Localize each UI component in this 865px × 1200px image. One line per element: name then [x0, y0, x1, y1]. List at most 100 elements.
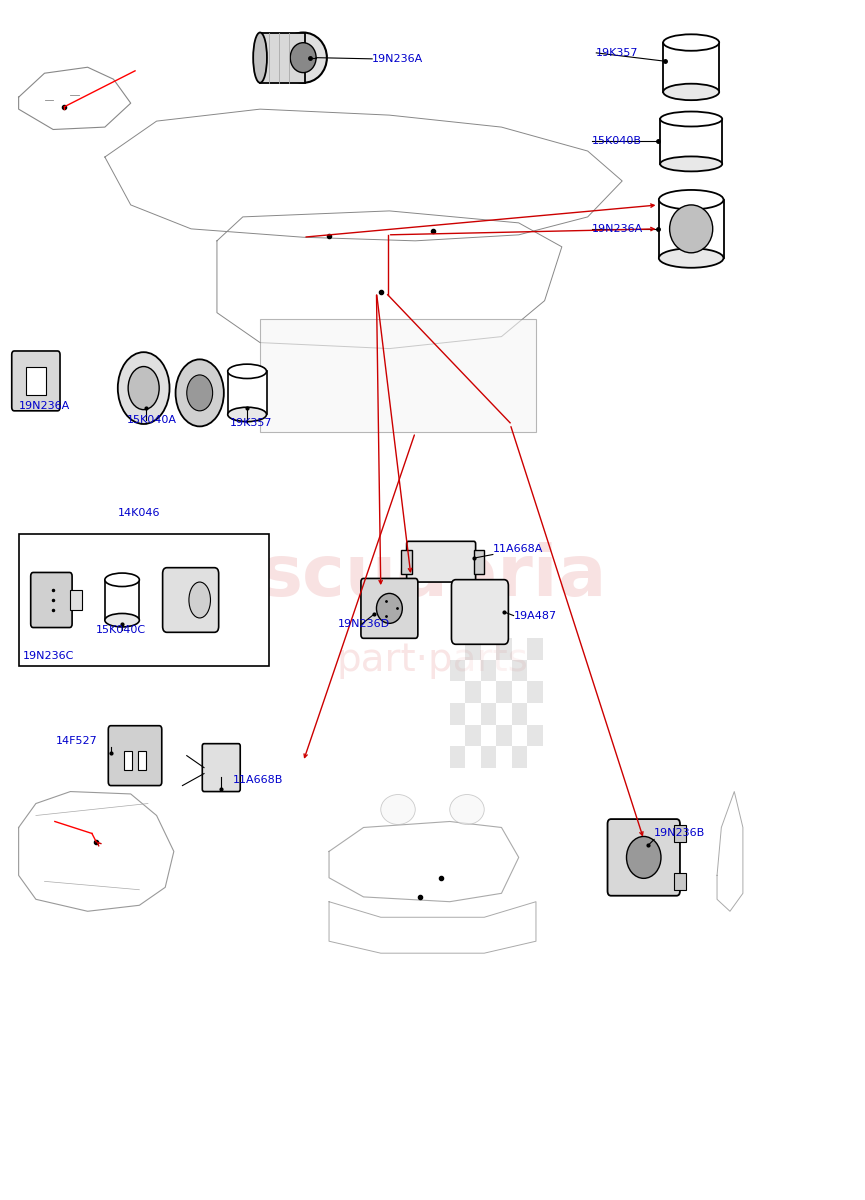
Ellipse shape [659, 190, 723, 210]
Text: 19N236A: 19N236A [372, 54, 423, 64]
Circle shape [187, 374, 213, 410]
Bar [450, 746, 465, 768]
Bar [497, 725, 512, 746]
Bar [674, 826, 686, 842]
Bar [528, 725, 543, 746]
Bar [465, 746, 481, 768]
Bar [497, 660, 512, 682]
Bar [69, 590, 82, 610]
Text: 19K357: 19K357 [230, 418, 272, 428]
Ellipse shape [227, 364, 266, 378]
Bar [481, 682, 497, 703]
Text: 19N236B: 19N236B [654, 828, 705, 839]
Bar [528, 638, 543, 660]
Circle shape [118, 352, 170, 424]
Bar [26, 366, 46, 395]
Text: part·parts: part·parts [336, 641, 529, 679]
FancyBboxPatch shape [202, 744, 240, 792]
Bar [481, 638, 497, 660]
Bar [674, 872, 686, 889]
Bar [497, 703, 512, 725]
Text: 19N236D: 19N236D [337, 619, 390, 629]
Bar [450, 703, 465, 725]
Bar [512, 638, 528, 660]
Ellipse shape [663, 35, 719, 50]
Bar [481, 746, 497, 768]
Bar [497, 682, 512, 703]
FancyBboxPatch shape [660, 119, 722, 164]
Bar [512, 725, 528, 746]
Ellipse shape [670, 205, 713, 253]
Text: 19A487: 19A487 [514, 611, 557, 620]
Bar [450, 638, 465, 660]
Bar [512, 703, 528, 725]
Ellipse shape [279, 32, 327, 83]
Bar [512, 746, 528, 768]
Text: 14F527: 14F527 [55, 737, 98, 746]
Text: 15K040C: 15K040C [96, 625, 146, 635]
FancyBboxPatch shape [659, 199, 723, 258]
FancyBboxPatch shape [12, 350, 60, 410]
Bar [465, 725, 481, 746]
Text: 15K040A: 15K040A [126, 415, 176, 426]
Ellipse shape [663, 84, 719, 100]
Bar [528, 682, 543, 703]
FancyBboxPatch shape [663, 42, 719, 92]
Bar [497, 638, 512, 660]
Text: scuderia: scuderia [259, 541, 606, 611]
Text: 19K357: 19K357 [596, 48, 639, 58]
Bar [512, 660, 528, 682]
Ellipse shape [105, 613, 139, 626]
Text: 14K046: 14K046 [118, 508, 160, 517]
Bar [138, 751, 146, 770]
Bar [401, 550, 412, 574]
FancyBboxPatch shape [105, 580, 139, 620]
Ellipse shape [227, 407, 266, 421]
Ellipse shape [450, 794, 484, 824]
Ellipse shape [376, 594, 402, 623]
Bar [465, 660, 481, 682]
Text: 11A668A: 11A668A [493, 544, 543, 553]
Ellipse shape [253, 32, 267, 83]
Bar [481, 725, 497, 746]
Ellipse shape [659, 248, 723, 268]
Bar [512, 682, 528, 703]
Bar [474, 550, 484, 574]
Ellipse shape [291, 43, 316, 73]
Bar [450, 682, 465, 703]
FancyBboxPatch shape [407, 541, 476, 582]
FancyBboxPatch shape [361, 578, 418, 638]
Bar [465, 638, 481, 660]
Bar [497, 746, 512, 768]
FancyBboxPatch shape [607, 820, 680, 895]
Bar [124, 751, 132, 770]
Ellipse shape [660, 156, 722, 172]
Text: 15K040B: 15K040B [592, 137, 642, 146]
Text: 19N236A: 19N236A [592, 224, 644, 234]
Bar [260, 32, 304, 83]
Bar [528, 746, 543, 768]
Ellipse shape [381, 794, 415, 824]
Ellipse shape [105, 574, 139, 587]
FancyBboxPatch shape [30, 572, 72, 628]
Ellipse shape [626, 836, 661, 878]
Text: 19N236C: 19N236C [23, 652, 74, 661]
FancyBboxPatch shape [452, 580, 509, 644]
FancyBboxPatch shape [163, 568, 219, 632]
Bar [450, 660, 465, 682]
Circle shape [176, 359, 224, 426]
Ellipse shape [189, 582, 210, 618]
Bar [450, 725, 465, 746]
Text: 19N236A: 19N236A [19, 401, 70, 412]
Text: 11A668B: 11A668B [233, 774, 283, 785]
Bar [465, 703, 481, 725]
Bar [481, 660, 497, 682]
FancyBboxPatch shape [108, 726, 162, 786]
Ellipse shape [660, 112, 722, 126]
FancyBboxPatch shape [227, 371, 266, 414]
Bar [528, 703, 543, 725]
Bar [528, 660, 543, 682]
Circle shape [128, 366, 159, 409]
Bar [465, 682, 481, 703]
Bar [19, 534, 269, 666]
